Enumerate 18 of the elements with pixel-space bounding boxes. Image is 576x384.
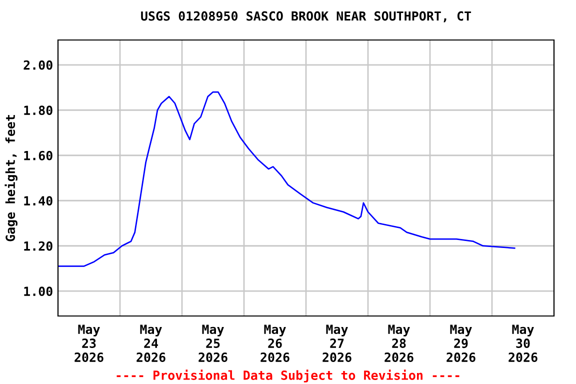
y-tick-label: 2.00 — [24, 60, 52, 70]
line-series — [58, 91, 516, 267]
y-axis-title: Gage height, feet — [4, 115, 18, 242]
chart-title: USGS 01208950 SASCO BROOK NEAR SOUTHPORT, CT — [141, 11, 472, 22]
y-tick-label: 1.20 — [24, 241, 52, 251]
x-tick-label: May 24 2026 — [136, 324, 166, 362]
x-tick-label: May 23 2026 — [74, 324, 104, 362]
text: ---- Provisional Data Subject to Revision ---- — [116, 370, 460, 382]
x-tick-label: May 27 2026 — [322, 324, 352, 362]
y-tick-label: 1.80 — [24, 106, 52, 116]
y-tick-label: 1.40 — [24, 196, 52, 206]
x-tick-label: May 30 2026 — [508, 324, 538, 362]
x-tick-label: May 26 2026 — [260, 324, 290, 362]
x-tick-label: May 25 2026 — [198, 324, 228, 362]
x-tick-label: May 29 2026 — [446, 324, 476, 362]
y-tick-label: 1.60 — [24, 150, 52, 160]
x-tick-label: May 28 2026 — [384, 324, 414, 362]
y-tick-label: 1.00 — [24, 286, 52, 296]
